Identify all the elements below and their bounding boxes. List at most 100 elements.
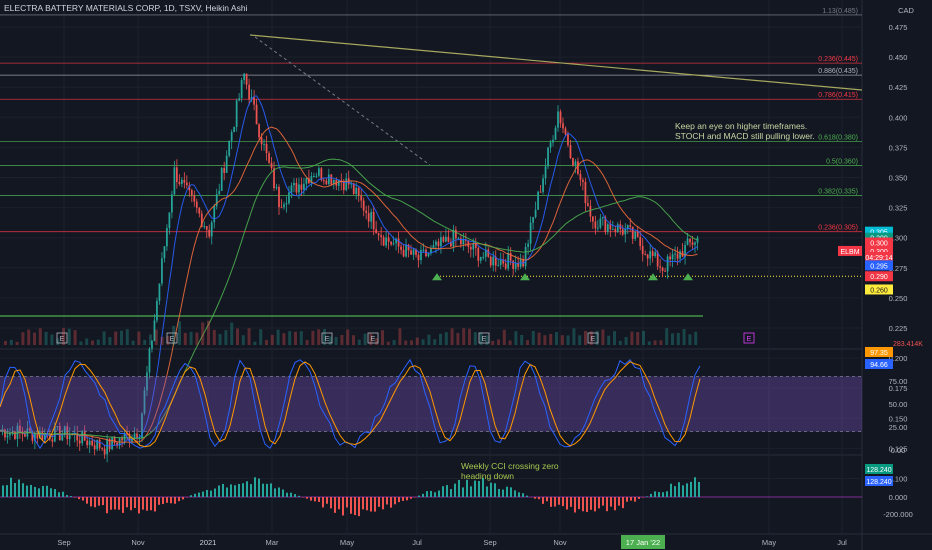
candle [572,157,574,166]
volume-bar [346,329,350,345]
candle [579,173,582,181]
cci-bar [466,479,468,497]
candle [320,168,323,181]
candle [494,256,497,266]
cci-bar [446,485,448,497]
cci-bar [594,497,596,512]
price-tick-label: 0.200 [889,354,908,363]
volume-bar [311,330,315,345]
candle [151,340,153,349]
candle [293,182,295,186]
candle [9,432,11,436]
volume-bar [473,332,477,345]
dashed-trendline [254,36,431,166]
candle [195,201,198,208]
cci-bar [70,496,72,497]
candle [609,224,612,230]
cci-bar [694,477,696,497]
cci-bar [626,497,628,502]
cci-bar [86,497,88,504]
candle [253,97,255,105]
cci-bar [146,497,148,511]
volume-bar [468,328,471,345]
cci-bar [610,497,612,507]
candle [397,238,400,247]
volume-bar [131,340,135,345]
cci-bar [222,483,224,497]
volume-bar [497,339,500,345]
candle [544,166,547,179]
candle [298,184,300,193]
candle [101,447,104,449]
volume-bar [572,328,576,345]
candle [29,428,31,431]
candle [464,239,467,241]
candle [664,270,666,272]
candle [173,167,176,195]
cci-bar [342,497,344,516]
fib-level-label: 0.786(0.415) [818,92,858,99]
candle [310,176,313,184]
cci-bar [26,485,28,497]
volume-bar [508,340,512,345]
volume-bar [67,328,71,345]
candle [450,241,452,247]
volume-bar [265,339,268,345]
cci-bar [254,477,256,497]
cci-bar [98,497,100,506]
candle [479,256,482,261]
candle [621,229,624,235]
volume-bar [207,320,210,345]
cci-bar [230,484,232,497]
cci-bar [638,497,640,499]
earnings-marker [56,332,68,344]
candle [317,168,320,176]
volume-bar [636,331,640,345]
annotation-higher-timeframes[interactable]: Keep an eye on higher timeframes. STOCH … [675,121,815,141]
volume-bar [85,338,89,345]
cci-bar [78,497,80,500]
cci-bar [558,497,560,505]
candle [616,224,619,232]
earnings-marker [321,332,333,344]
ma-fast [0,95,698,447]
cci-bar [358,497,360,517]
candle [148,348,151,373]
cci-bar [474,480,476,497]
cci-bar [102,497,104,506]
volume-bar [253,341,257,345]
candle [260,137,263,145]
volume-bar [450,328,454,345]
volume-bar [642,330,645,345]
cci-badge-label: 128.240 [866,467,891,474]
candle [113,437,116,443]
volume-bar [15,341,19,345]
volume-bar [630,331,634,345]
cci-bar [190,495,192,497]
volume-value-label: 283.414K [893,341,923,348]
cci-bar [574,497,576,513]
cci-bar [162,497,164,505]
cci-bar [350,497,352,514]
volume-bar [224,330,228,345]
price-badge-label: 0.290 [870,274,888,281]
cci-bar [454,483,456,497]
resistance-trendline [249,34,863,91]
time-tick-label: Mar [266,538,279,547]
candle [156,300,158,321]
candle [432,245,435,249]
cci-bar [378,497,380,507]
volume-bar [44,331,48,345]
candle [639,236,642,247]
candle [370,211,373,222]
time-highlight-badge [621,535,665,549]
annotation-weekly-cci[interactable]: Weekly CCI crossing zero heading down [461,461,559,481]
cci-bar [422,493,424,497]
ma-mid [0,126,698,443]
earnings-marker-label: E [591,336,596,343]
volume-bar [56,338,60,345]
bounce-marker [648,273,658,281]
fib-level-label: 0.618(0.380) [818,134,858,141]
chart-title: ELECTRA BATTERY MATERIALS CORP, 1D, TSXV… [4,3,248,13]
